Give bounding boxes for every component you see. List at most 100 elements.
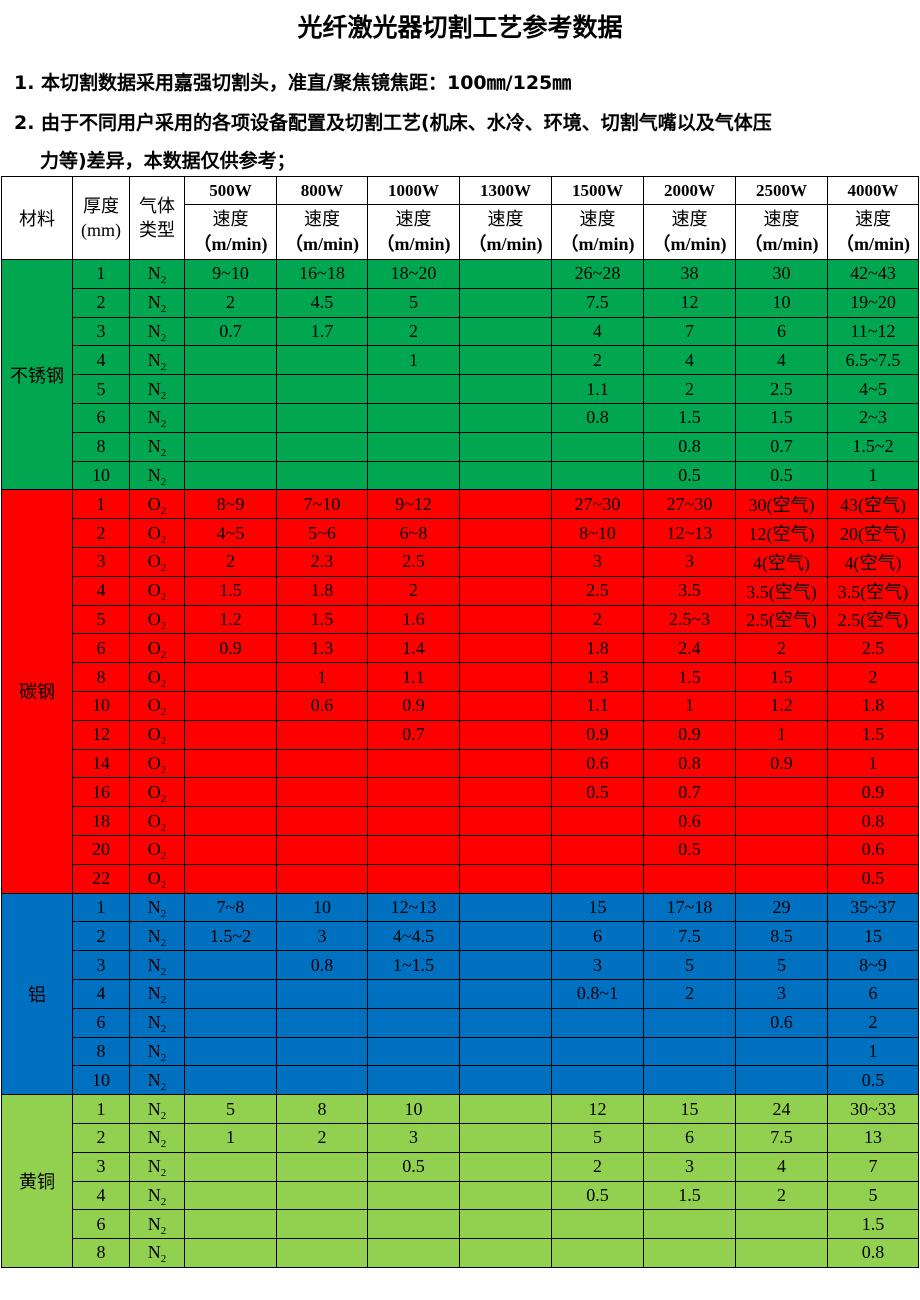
thickness-cell: 20 bbox=[72, 834, 130, 865]
header-speed-unit: （m/min) bbox=[468, 234, 543, 254]
header-power-1500w: 1500W bbox=[551, 176, 644, 205]
gas-value: N2 bbox=[147, 983, 167, 1007]
header-speed-label: 速度 bbox=[855, 209, 891, 229]
speed-cell bbox=[367, 806, 460, 836]
speed-cell: 12~13 bbox=[643, 518, 736, 548]
speed-cell: 1 bbox=[184, 1122, 277, 1153]
thickness-cell: 10 bbox=[72, 460, 130, 491]
speed-cell: 20(空气) bbox=[827, 518, 919, 548]
thickness-cell: 8 bbox=[72, 1238, 130, 1268]
note-2: 2. 由于不同用户采用的各项设备配置及切割工艺(机床、水冷、环境、切割气嘴以及气… bbox=[14, 112, 772, 134]
speed-cell: 0.6 bbox=[735, 1007, 828, 1038]
speed-cell: 0.7 bbox=[367, 719, 460, 750]
speed-cell: 10 bbox=[276, 892, 368, 923]
speed-cell: 0.9 bbox=[367, 690, 460, 721]
speed-cell: 3 bbox=[551, 546, 644, 577]
speed-cell: 2.3 bbox=[276, 546, 368, 577]
speed-cell: 1.2 bbox=[735, 690, 828, 721]
speed-cell bbox=[735, 777, 828, 808]
speed-cell bbox=[551, 1036, 644, 1067]
gas-value: N2 bbox=[147, 407, 167, 431]
table-row: 12 O2 0.7 0.9 0.9 1 1.5 bbox=[1, 719, 919, 750]
speed-cell bbox=[643, 1036, 736, 1067]
speed-cell bbox=[551, 1065, 644, 1096]
speed-cell: 7 bbox=[827, 1151, 919, 1182]
speed-cell bbox=[459, 978, 552, 1009]
speed-cell: 18~20 bbox=[367, 259, 460, 289]
speed-cell: 1.5 bbox=[735, 402, 828, 433]
speed-cell: 3 bbox=[735, 978, 828, 1009]
gas-cell: O2 bbox=[129, 834, 185, 865]
speed-cell: 1.1 bbox=[367, 662, 460, 692]
speed-cell: 3.5(空气) bbox=[827, 575, 919, 606]
speed-cell: 12(空气) bbox=[735, 518, 828, 548]
speed-cell: 2.5(空气) bbox=[735, 604, 828, 635]
speed-cell bbox=[276, 834, 368, 865]
speed-cell: 27~30 bbox=[643, 489, 736, 520]
gas-cell: O2 bbox=[129, 690, 185, 721]
speed-cell bbox=[276, 806, 368, 836]
speed-cell bbox=[184, 374, 277, 404]
speed-cell: 12~13 bbox=[367, 892, 460, 923]
header-speed-unit: （m/min) bbox=[836, 234, 910, 254]
table-row: 22 O2 0.5 bbox=[1, 863, 919, 894]
thickness-cell: 1 bbox=[72, 1094, 130, 1124]
speed-cell: 0.7 bbox=[643, 777, 736, 808]
header-speed-label: 速度 bbox=[487, 209, 524, 229]
speed-cell: 0.9 bbox=[184, 633, 277, 664]
speed-cell bbox=[459, 863, 552, 894]
header-speed-unit: （m/min) bbox=[376, 234, 451, 254]
speed-cell bbox=[735, 1065, 828, 1096]
speed-cell: 1.5 bbox=[643, 662, 736, 692]
speed-cell: 3.5 bbox=[643, 575, 736, 606]
table-row: 3 N2 0.8 1~1.5 3 5 5 8~9 bbox=[1, 950, 919, 980]
gas-value: N2 bbox=[147, 954, 167, 978]
speed-cell bbox=[367, 748, 460, 779]
speed-cell: 2 bbox=[827, 662, 919, 692]
gas-value: N2 bbox=[147, 1012, 167, 1036]
speed-cell: 1 bbox=[827, 460, 919, 491]
speed-cell: 1.6 bbox=[367, 604, 460, 635]
speed-cell: 3 bbox=[276, 921, 368, 952]
speed-cell bbox=[735, 806, 828, 836]
speed-cell: 2 bbox=[551, 1151, 644, 1182]
gas-cell: O2 bbox=[129, 604, 185, 635]
gas-value: N2 bbox=[147, 1156, 167, 1180]
speed-cell bbox=[459, 1209, 552, 1240]
gas-cell: N2 bbox=[129, 921, 185, 952]
speed-cell bbox=[276, 978, 368, 1009]
header-speed: 速度 （m/min) bbox=[735, 204, 828, 260]
gas-cell: N2 bbox=[129, 402, 185, 433]
gas-value: O2 bbox=[147, 608, 167, 632]
table-row: 2 N2 1.5~2 3 4~4.5 6 7.5 8.5 15 bbox=[1, 921, 919, 952]
speed-cell: 2.5 bbox=[735, 374, 828, 404]
speed-cell bbox=[643, 1007, 736, 1038]
speed-cell bbox=[184, 748, 277, 779]
speed-cell bbox=[459, 834, 552, 865]
speed-cell bbox=[184, 1238, 277, 1268]
table-row: 16 O2 0.5 0.7 0.9 bbox=[1, 777, 919, 808]
speed-cell bbox=[551, 431, 644, 462]
speed-cell bbox=[459, 402, 552, 433]
speed-cell: 2 bbox=[276, 1122, 368, 1153]
table-row: 4 N2 0.8~1 2 3 6 bbox=[1, 978, 919, 1009]
table-row: 黄铜 1 N2 5 8 10 12 15 24 30~33 bbox=[1, 1094, 919, 1268]
thickness-cell: 4 bbox=[72, 1180, 130, 1211]
table-row: 2 N2 2 4.5 5 7.5 12 10 19~20 bbox=[1, 287, 919, 318]
speed-cell: 1.8 bbox=[551, 633, 644, 664]
thickness-cell: 5 bbox=[72, 604, 130, 635]
table-row: 3 N2 0.5 2 3 4 7 bbox=[1, 1151, 919, 1182]
header-speed: 速度 （m/min) bbox=[184, 204, 277, 260]
speed-cell bbox=[459, 287, 552, 318]
speed-cell bbox=[184, 1209, 277, 1240]
speed-cell: 3 bbox=[643, 1151, 736, 1182]
speed-cell: 1.8 bbox=[276, 575, 368, 606]
page-title: 光纤激光器切割工艺参考数据 bbox=[297, 13, 623, 42]
table-row: 20 O2 0.5 0.6 bbox=[1, 834, 919, 865]
speed-cell: 12 bbox=[643, 287, 736, 318]
gas-value: O2 bbox=[147, 637, 167, 661]
speed-cell: 1 bbox=[827, 1036, 919, 1067]
speed-cell: 1.7 bbox=[276, 316, 368, 347]
speed-cell: 2.5(空气) bbox=[827, 604, 919, 635]
speed-cell bbox=[459, 316, 552, 347]
